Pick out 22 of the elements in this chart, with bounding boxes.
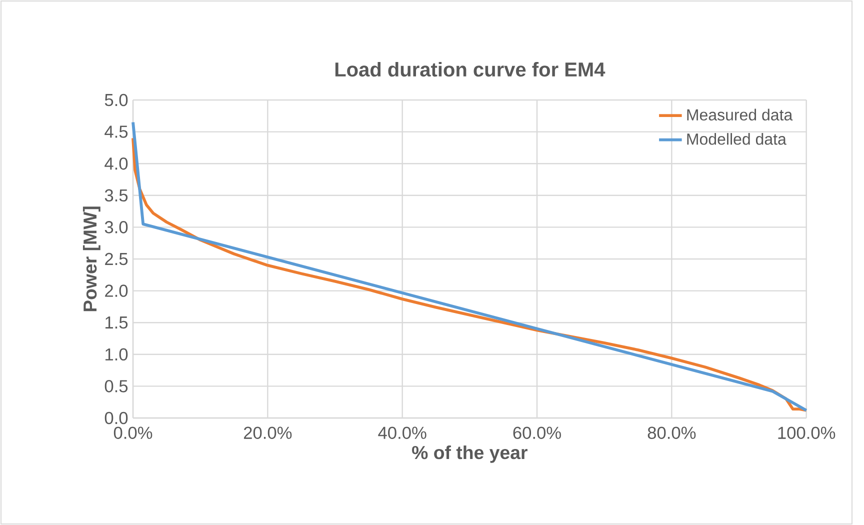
x-tick-label: 60.0% [513, 426, 561, 439]
y-tick-label: 2.0 [105, 284, 128, 297]
y-tick-label: 5.0 [104, 94, 128, 106]
x-tick-label: 0.0% [114, 426, 152, 439]
legend-label: Modelled data [687, 133, 786, 145]
y-tick-label: 0.0 [104, 412, 128, 424]
y-tick-label: 3.0 [104, 221, 128, 234]
x-tick-label: 20.0% [244, 426, 292, 439]
y-tick-label: 3.5 [104, 189, 128, 202]
x-tick-label: 100.0% [778, 426, 836, 439]
x-tick-label: 40.0% [378, 426, 426, 439]
y-tick-label: 1.5 [106, 316, 128, 329]
x-axis-title: % of the year [412, 445, 528, 463]
legend-label: Measured data [687, 108, 793, 121]
chart-title: Load duration curve for EM4 [335, 62, 606, 77]
y-tick-label: 4.5 [104, 126, 128, 138]
y-axis-title: Power [MW] [82, 206, 100, 312]
y-tick-label: 1.0 [106, 348, 128, 361]
y-tick-label: 0.5 [104, 380, 128, 392]
y-tick-label: 4.0 [104, 157, 128, 170]
y-tick-label: 2.5 [105, 252, 128, 266]
x-tick-label: 80.0% [648, 426, 696, 439]
